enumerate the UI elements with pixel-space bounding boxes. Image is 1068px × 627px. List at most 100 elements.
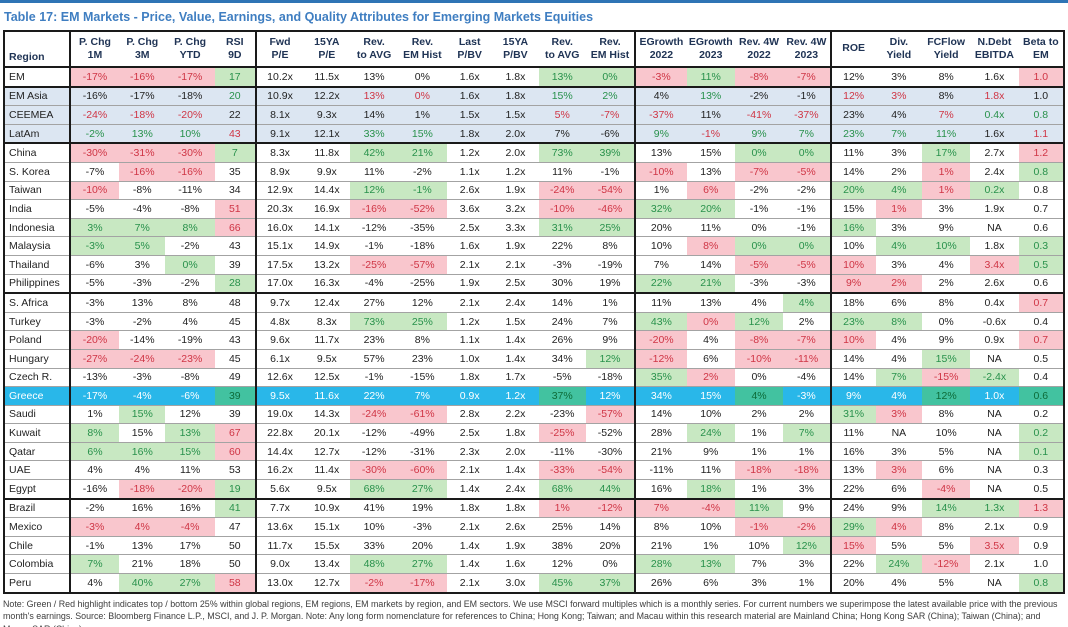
table-cell: 3% (875, 441, 922, 461)
table-cell: 15.5x (303, 535, 351, 555)
table-cell: -1% (69, 535, 120, 555)
table-cell: 10% (830, 236, 876, 256)
table-cell: 41% (350, 497, 398, 518)
table-cell: 20.3x (255, 199, 304, 219)
table-cell: 3% (734, 573, 784, 593)
table-cell: 7% (538, 123, 586, 144)
table-cell: 0% (783, 236, 832, 256)
table-cell: 22% (830, 554, 876, 574)
table-cell: 2% (922, 273, 971, 294)
region-cell: Mexico (4, 517, 71, 537)
table-cell: 9.5x (303, 479, 351, 499)
table-cell: 1% (734, 441, 784, 461)
table-cell: 22 (214, 105, 257, 125)
table-cell: 21% (635, 535, 687, 555)
table-cell: 13% (635, 142, 687, 163)
table-cell: -16% (69, 85, 120, 106)
table-cell: 34 (214, 180, 257, 200)
table-cell: 3.5x (970, 535, 1019, 555)
table-cell: -30% (165, 142, 215, 163)
table-cell: 23% (830, 311, 876, 331)
table-cell: 4% (734, 292, 784, 313)
table-cell: -25% (397, 273, 448, 294)
table-cell: -5% (734, 254, 784, 275)
table-cell: 9% (734, 123, 784, 144)
table-cell: 10% (686, 517, 735, 537)
table-cell: 12.7x (303, 573, 351, 593)
table-cell: -18% (119, 105, 166, 125)
column-header: Rev. to AVG (350, 31, 398, 68)
table-cell: -12% (350, 217, 398, 237)
table-cell: 17.0x (255, 273, 304, 294)
table-cell: 8% (922, 292, 971, 313)
table-cell: -30% (585, 441, 637, 461)
table-cell: 73% (538, 142, 586, 163)
table-cell: 12% (165, 404, 215, 424)
region-cell: Philippines (4, 273, 71, 294)
table-cell: 11.6x (303, 386, 351, 406)
table-cell: 12.6x (255, 367, 304, 387)
table-cell: 13% (538, 66, 586, 87)
table-cell: 12.2x (303, 85, 351, 106)
table-cell: 1.8x (447, 497, 493, 518)
table-cell: 0.3 (1018, 236, 1064, 256)
table-row: S. Korea -7% -16% -16% 35 8.9x 9.9x 11% -2% 1.1x 1… (4, 161, 1064, 182)
table-cell: -7% (69, 161, 120, 182)
table-cell: 1.0x (447, 348, 493, 368)
table-cell: 7% (734, 554, 784, 574)
table-cell: 2.1x (447, 573, 493, 593)
table-cell: -17% (69, 386, 120, 406)
table-cell: 0% (585, 66, 637, 87)
table-cell: 1.6x (970, 123, 1019, 144)
table-cell: 11% (538, 161, 586, 182)
table-cell: 30% (538, 273, 586, 294)
table-cell: -8% (734, 66, 784, 87)
table-cell: -6% (165, 386, 215, 406)
table-cell: 43 (214, 330, 257, 350)
table-cell: 11.4x (303, 460, 351, 480)
table-cell: 23% (350, 330, 398, 350)
table-cell: -3% (397, 517, 448, 537)
table-cell: 8% (69, 423, 120, 443)
table-cell: -1% (734, 199, 784, 219)
table-cell: 16.3x (303, 273, 351, 294)
table-cell: -7% (783, 66, 832, 87)
table-cell: 20% (635, 217, 687, 237)
table-cell: 7% (397, 386, 448, 406)
table-cell: 1.0 (1018, 85, 1064, 106)
table-cell: 18% (830, 292, 876, 313)
top-rule (0, 0, 1068, 3)
column-header: FCFlow Yield (922, 31, 971, 68)
table-cell: 19.0x (255, 404, 304, 424)
table-cell: 10% (635, 236, 687, 256)
table-cell: 12% (538, 554, 586, 574)
table-cell: 14% (635, 404, 687, 424)
table-cell: 2.1x (492, 254, 539, 275)
table-cell: -1% (350, 367, 398, 387)
table-cell: 5% (119, 236, 166, 256)
table-cell: 3% (783, 479, 832, 499)
table-cell: -3% (734, 273, 784, 294)
table-cell: 0.4 (1018, 367, 1064, 387)
region-cell: China (4, 142, 71, 163)
table-cell: -27% (69, 348, 120, 368)
table-cell: 1.8x (492, 423, 539, 443)
table-cell: -17% (119, 85, 166, 106)
table-cell: -3% (119, 367, 166, 387)
table-cell: -20% (165, 479, 215, 499)
table-cell: 1.9x (492, 535, 539, 555)
table-cell: 1.6x (970, 66, 1019, 87)
table-cell: 1% (69, 404, 120, 424)
table-cell: 1.6x (492, 554, 539, 574)
table-cell: 1.1 (1018, 123, 1064, 144)
table-cell: 11% (830, 423, 876, 443)
table-cell: 1% (875, 199, 922, 219)
table-cell: 5% (922, 573, 971, 593)
table-cell: 10% (922, 423, 971, 443)
table-cell: 2.3x (447, 441, 493, 461)
table-cell: 14.1x (303, 217, 351, 237)
table-cell: 20% (686, 199, 735, 219)
table-cell: 14.4x (255, 441, 304, 461)
table-cell: -5% (783, 161, 832, 182)
table-cell: 1% (538, 497, 586, 518)
